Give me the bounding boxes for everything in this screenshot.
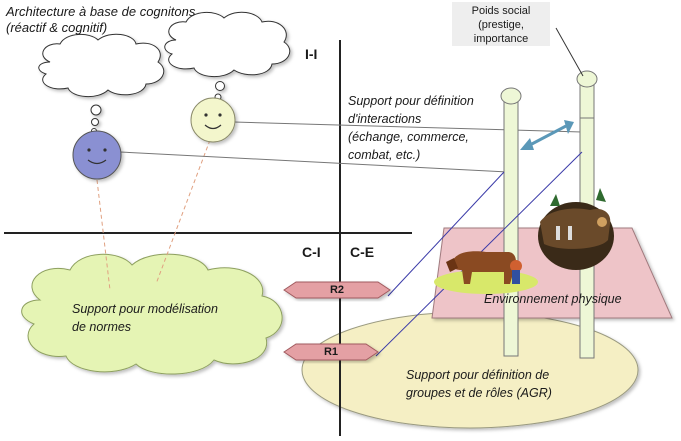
double-arrow-icon [520, 120, 574, 150]
cow-farmer-icon [434, 251, 538, 294]
social-weight-box: Poids social (prestige, importance [452, 2, 550, 46]
r2-link [387, 171, 505, 297]
plough-horses-icon [538, 188, 614, 270]
r1-tag: R1 [323, 346, 339, 358]
smiley-agent-icon [72, 130, 122, 180]
interactions-line3: (échange, commerce, [348, 130, 469, 144]
thought-cloud-icon [38, 33, 165, 134]
architecture-title: Architecture à base de cognitons (réacti… [6, 4, 195, 36]
interactions-line2: d'interactions [348, 112, 422, 126]
r2-tag: R2 [329, 284, 345, 296]
social-weight-line1: Poids social [471, 5, 531, 17]
roles-line1: Support pour définition de [406, 368, 550, 382]
social-weight-line2: (prestige, [478, 19, 524, 31]
quadrant-ci-label: C-I [302, 244, 321, 260]
roles-label: Support pour définition de groupes et de… [406, 366, 552, 402]
norms-line2: de normes [72, 320, 132, 334]
social-weight-link [555, 27, 584, 77]
r1-tag-shape [283, 343, 379, 361]
social-weight-line3: importance [473, 33, 529, 45]
interactions-line4: combat, etc.) [348, 148, 421, 162]
environment-label: Environnement physique [484, 292, 622, 306]
agent-interaction-link [119, 151, 509, 173]
norms-line1: Support pour modélisation [72, 302, 218, 316]
agent-norm-link [96, 179, 111, 291]
architecture-title-line2: (réactif & cognitif) [6, 20, 108, 35]
smiley-agent-icon [190, 97, 236, 143]
roles-line2: groupes et de rôles (AGR) [406, 386, 552, 400]
norms-label: Support pour modélisation de normes [72, 300, 218, 336]
quadrant-ce-label: C-E [350, 244, 375, 260]
norms-cloud [21, 253, 283, 375]
agent-interaction-link [233, 121, 583, 133]
agent-norm-link [155, 139, 211, 285]
quadrant-ii-label: I-I [305, 46, 318, 62]
interactions-label: Support pour définition d'interactions (… [348, 92, 474, 164]
interactions-line1: Support pour définition [348, 94, 474, 108]
architecture-title-line1: Architecture à base de cognitons [6, 4, 196, 19]
r2-tag-shape [283, 281, 391, 299]
